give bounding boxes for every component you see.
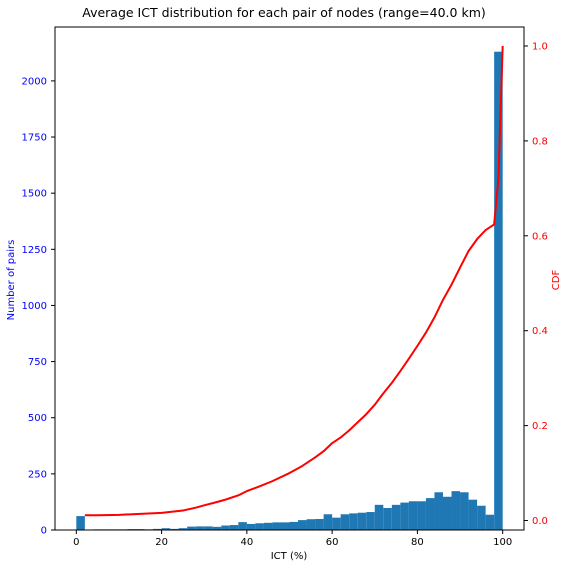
histogram-bar	[391, 504, 401, 530]
histogram-bar	[383, 507, 392, 530]
y-right-tick-label: 1.0	[532, 41, 548, 52]
histogram-bar	[417, 501, 426, 530]
x-tick-label: 100	[493, 537, 512, 548]
histogram-bar	[263, 522, 273, 530]
histogram-bar	[255, 523, 264, 530]
y-left-tick-label: 750	[28, 357, 47, 368]
histogram-bar	[76, 516, 85, 530]
cdf-line	[84, 45, 504, 517]
histogram-bar	[477, 505, 486, 530]
histogram-bar	[221, 525, 230, 530]
x-tick-label: 0	[73, 537, 79, 548]
y-right-tick-label: 0.6	[532, 231, 548, 242]
histogram-bar	[494, 51, 503, 530]
histogram-bar	[408, 501, 418, 530]
histogram-bar	[229, 525, 239, 530]
x-tick-label: 20	[155, 537, 168, 548]
y-left-tick-label: 1000	[22, 301, 47, 312]
histogram-bar	[187, 526, 196, 530]
histogram-bar	[425, 498, 435, 530]
axes: 0 20 40 60 80 1000250500750100012501500175020…	[22, 26, 548, 548]
y-right-tick-label: 0.2	[532, 421, 548, 432]
histogram-bar	[161, 528, 171, 530]
histogram-bar	[434, 492, 443, 530]
histogram-bar	[272, 522, 281, 530]
histogram-bar	[460, 492, 469, 530]
y-left-tick-label: 1750	[22, 133, 47, 144]
histogram-bar	[178, 528, 188, 530]
histogram-bar	[366, 512, 375, 530]
histogram-bar	[357, 512, 367, 530]
histogram-bar	[400, 502, 409, 530]
histogram-bar	[246, 523, 256, 530]
cdf-series	[84, 45, 504, 517]
histogram-bar	[238, 522, 247, 530]
x-tick-label: 80	[411, 537, 424, 548]
y-right-tick-label: 0.4	[532, 326, 548, 337]
x-axis-label: ICT (%)	[271, 551, 308, 562]
histogram-bar	[212, 526, 222, 530]
histogram-bar	[306, 519, 316, 530]
histogram-bar	[442, 496, 452, 530]
x-tick-label: 40	[240, 537, 253, 548]
y-left-tick-label: 250	[28, 469, 47, 480]
y-left-tick-label: 1500	[22, 189, 47, 200]
y-left-tick-label: 0	[41, 526, 47, 537]
histogram-bar	[204, 526, 213, 530]
histogram-bar	[323, 514, 333, 530]
chart-title: Average ICT distribution for each pair o…	[82, 5, 486, 20]
plot-frame	[54, 26, 525, 531]
y-right-tick-label: 0.0	[532, 516, 548, 527]
histogram-bar	[170, 528, 179, 530]
histogram-bar	[315, 519, 324, 530]
histogram-bar	[349, 513, 358, 530]
histogram-bar	[289, 521, 299, 530]
histogram-bar	[451, 491, 461, 530]
histogram-bar	[298, 520, 307, 530]
histogram-bar	[374, 504, 384, 530]
histogram-bar	[468, 499, 478, 530]
y-left-tick-label: 500	[28, 413, 47, 424]
histogram-bar	[332, 517, 341, 530]
y-left-tick-label: 2000	[22, 76, 47, 87]
y-right-axis-label: CDF	[551, 270, 562, 291]
y-left-axis-label: Number of pairs	[6, 240, 17, 321]
histogram-bars	[76, 51, 503, 530]
y-right-tick-label: 0.8	[532, 136, 548, 147]
x-tick-label: 60	[326, 537, 339, 548]
histogram-bar	[195, 526, 205, 530]
y-left-tick-label: 1250	[22, 245, 47, 256]
histogram-bar	[340, 514, 350, 530]
histogram-bar	[280, 522, 290, 530]
histogram-bar	[485, 514, 495, 530]
histogram-bar	[153, 528, 162, 530]
